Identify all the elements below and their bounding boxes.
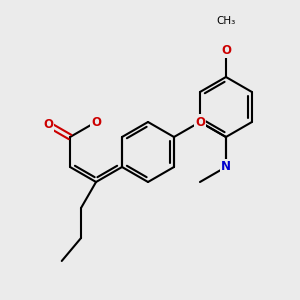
Text: O: O <box>195 116 205 128</box>
Text: O: O <box>43 118 53 131</box>
Text: N: N <box>221 160 231 173</box>
Text: O: O <box>91 116 101 128</box>
Text: CH₃: CH₃ <box>216 16 236 26</box>
Text: O: O <box>221 44 231 56</box>
